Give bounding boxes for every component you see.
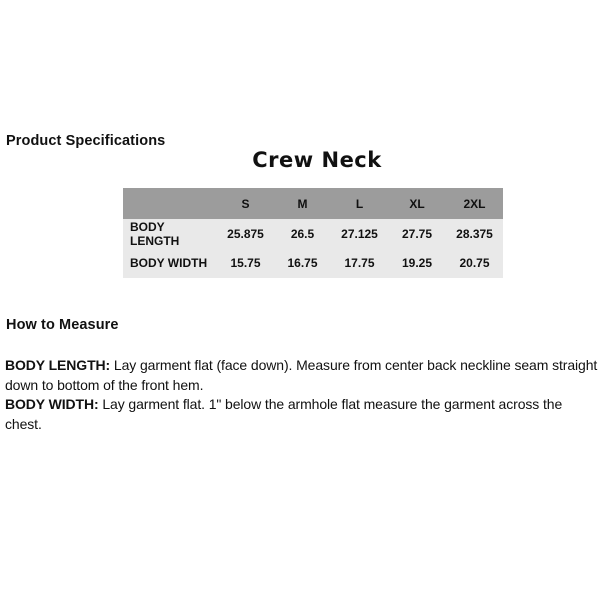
body-length-description: Lay garment flat (face down). Measure fr… [5,357,598,393]
size-spec-table: S M L XL 2XL BODY LENGTH 25.875 26.5 27.… [123,188,503,278]
body-width-2xl: 20.75 [459,256,490,271]
product-title: Crew Neck [252,148,382,172]
row-label-body-length: BODY LENGTH [130,219,180,248]
how-to-measure-heading: How to Measure [6,317,119,333]
body-width-s: 15.75 [230,256,261,271]
size-header-row: S M L XL 2XL [123,188,503,219]
row-label-body-width: BODY WIDTH [130,256,208,271]
body-length-s: 25.875 [227,226,264,241]
body-length-xl: 27.75 [401,226,433,241]
body-width-term: BODY WIDTH: [5,396,99,412]
body-width-l: 17.75 [344,256,375,271]
body-length-m: 26.5 [290,226,315,241]
table-row-body-length: BODY LENGTH 25.875 26.5 27.125 27.75 28.… [123,219,503,249]
col-header-xl: XL [388,188,446,219]
how-to-measure-text: BODY LENGTH: Lay garment flat (face down… [5,356,599,434]
col-header-2xl: 2XL [446,188,503,219]
col-header-l: L [331,188,388,219]
body-width-description: Lay garment flat. 1" below the armhole f… [5,396,563,432]
body-length-2xl: 28.375 [456,226,493,241]
body-width-xl: 19.25 [401,256,433,271]
body-length-term: BODY LENGTH: [5,357,111,373]
table-row-body-width: BODY WIDTH 15.75 16.75 17.75 19.25 20.75 [123,248,503,278]
corner-cell [123,188,217,219]
body-width-m: 16.75 [287,256,318,271]
body-length-instruction: BODY LENGTH: Lay garment flat (face down… [5,356,599,395]
col-header-s: S [217,188,274,219]
section-title: Product Specifications [6,133,166,149]
body-width-instruction: BODY WIDTH: Lay garment flat. 1" below t… [5,395,599,434]
body-length-l: 27.125 [341,226,378,241]
col-header-m: M [274,188,331,219]
